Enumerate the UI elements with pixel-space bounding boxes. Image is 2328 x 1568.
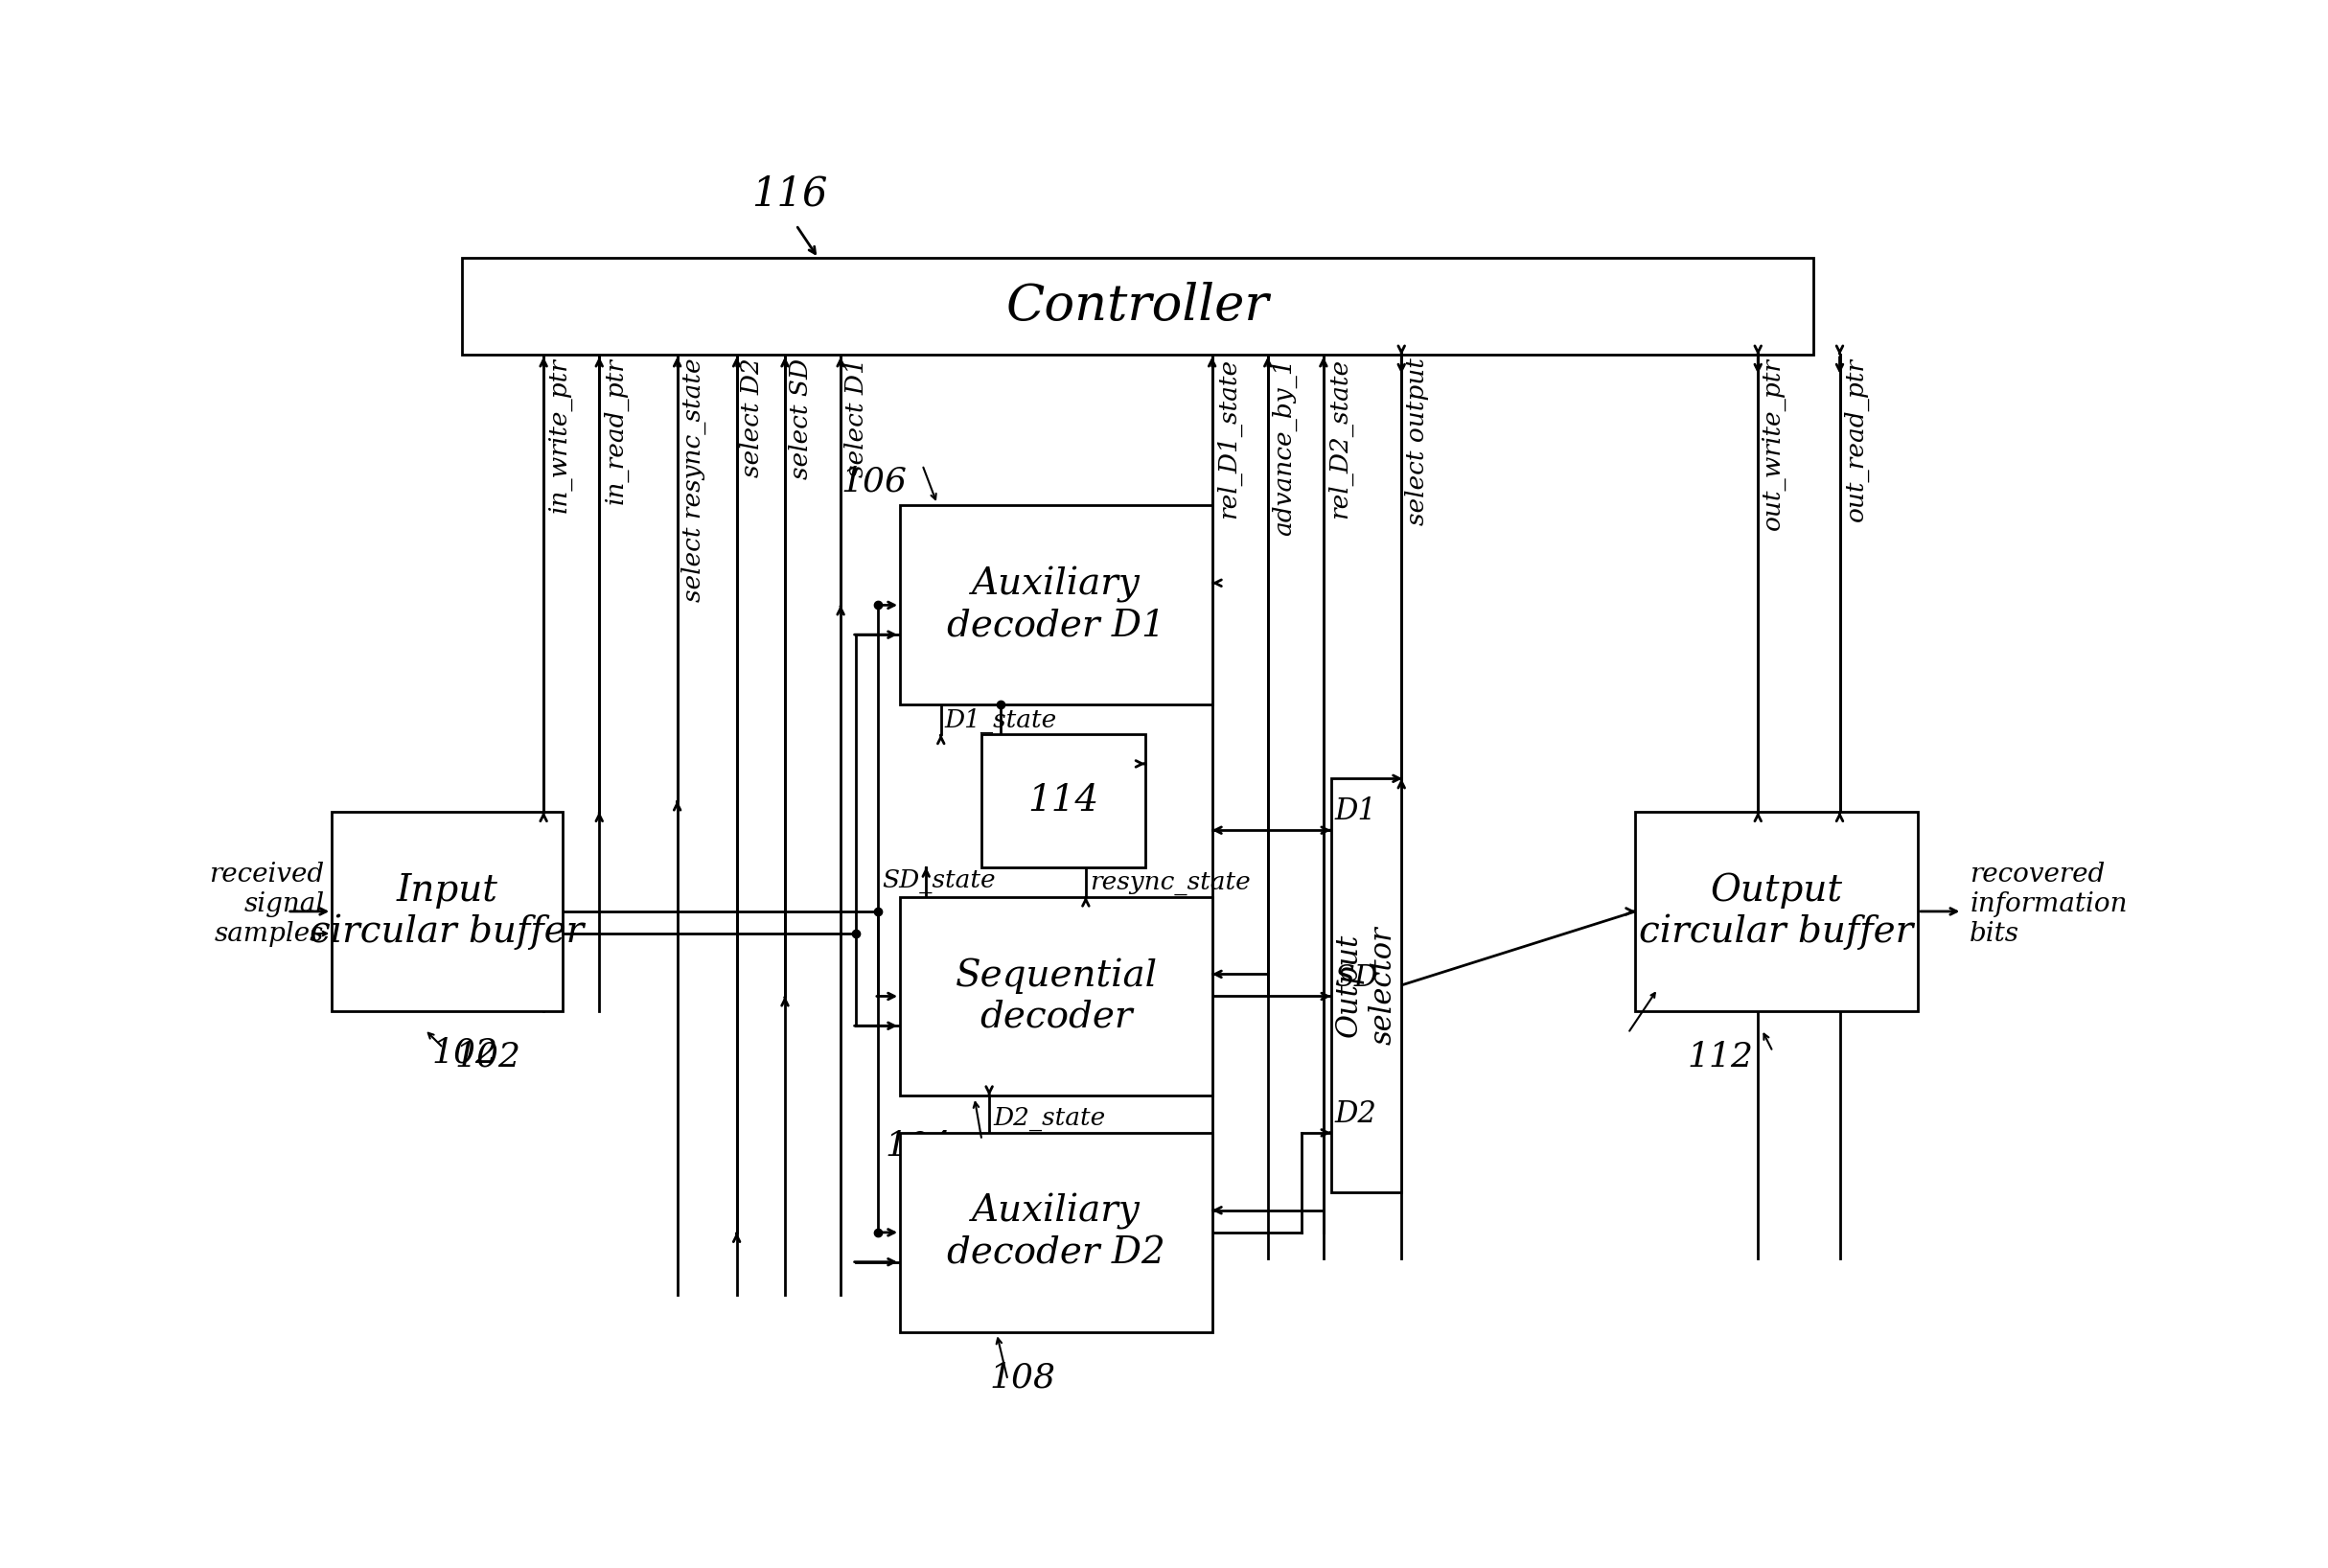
Text: advance_by_1: advance_by_1 <box>1271 358 1297 536</box>
Text: in_read_ptr: in_read_ptr <box>603 358 629 505</box>
Text: select D1: select D1 <box>845 358 868 478</box>
Bar <box>333 812 561 1011</box>
Text: rel_D2_state: rel_D2_state <box>1327 358 1353 517</box>
Text: Sequential
decoder: Sequential decoder <box>954 958 1157 1035</box>
Text: select resync_state: select resync_state <box>682 358 705 602</box>
Text: Output
circular buffer: Output circular buffer <box>1639 873 1914 950</box>
Text: D2_state: D2_state <box>994 1107 1106 1131</box>
Text: select D2: select D2 <box>740 358 764 478</box>
Text: select output: select output <box>1406 358 1429 525</box>
Text: recovered
information
bits: recovered information bits <box>1969 861 2128 947</box>
Text: Auxiliary
decoder D2: Auxiliary decoder D2 <box>947 1193 1166 1272</box>
Bar <box>901 1132 1213 1333</box>
Text: 106: 106 <box>840 466 908 499</box>
Text: resync_state: resync_state <box>1090 870 1250 895</box>
Text: rel_D1_state: rel_D1_state <box>1215 358 1241 517</box>
Text: 112: 112 <box>1688 1041 1753 1073</box>
Text: 102: 102 <box>433 1036 498 1069</box>
Text: 114: 114 <box>1029 782 1099 818</box>
Text: out_write_ptr: out_write_ptr <box>1762 358 1786 530</box>
Text: received
signal
samples: received signal samples <box>210 861 324 947</box>
Text: 104: 104 <box>885 1129 952 1162</box>
Text: 102: 102 <box>454 1041 521 1073</box>
Text: Auxiliary
decoder D1: Auxiliary decoder D1 <box>947 566 1166 644</box>
Bar <box>1637 812 1918 1011</box>
Bar <box>461 259 1814 354</box>
Text: 116: 116 <box>752 174 829 213</box>
Text: SD_state: SD_state <box>882 869 994 892</box>
Bar <box>901 505 1213 704</box>
Text: SD: SD <box>1334 963 1378 993</box>
Text: Controller: Controller <box>1006 282 1269 331</box>
Text: Output
selector: Output selector <box>1334 925 1399 1044</box>
Bar <box>901 897 1213 1096</box>
Bar <box>982 734 1145 867</box>
Text: D1: D1 <box>1334 797 1376 826</box>
Text: D1_state: D1_state <box>945 709 1057 734</box>
Text: out_read_ptr: out_read_ptr <box>1844 358 1869 522</box>
Text: D2: D2 <box>1334 1099 1376 1129</box>
Text: select SD: select SD <box>789 358 812 478</box>
Text: Input
circular buffer: Input circular buffer <box>310 873 584 950</box>
Text: in_write_ptr: in_write_ptr <box>547 358 570 513</box>
Text: 108: 108 <box>989 1361 1055 1394</box>
Bar <box>1332 779 1401 1192</box>
